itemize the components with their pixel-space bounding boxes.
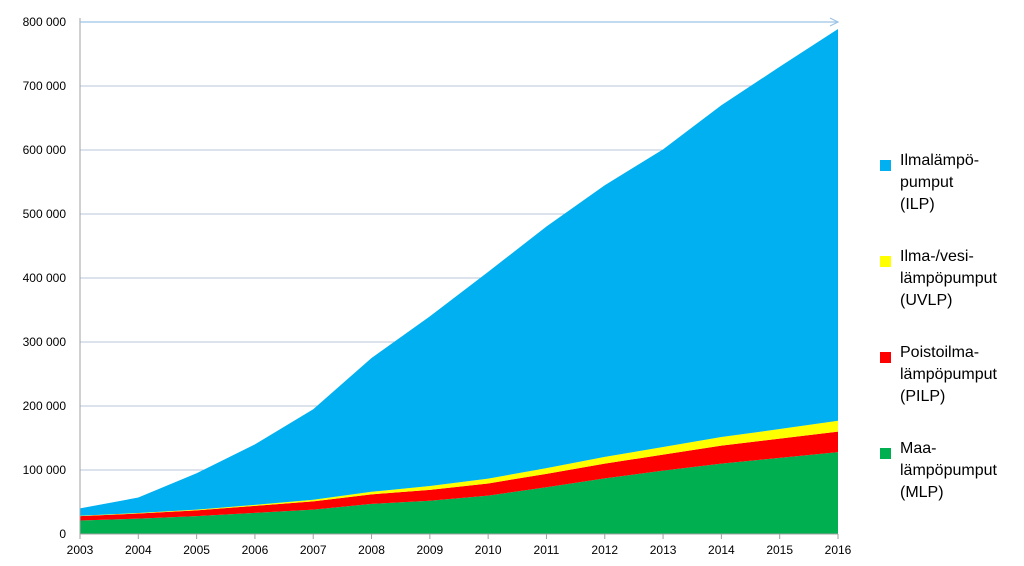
legend-swatch-mlp [880,448,891,459]
y-tick-label: 600 000 [23,143,67,157]
legend-item-mlp: Maa- lämpöpumput (MLP) [880,438,1020,534]
y-tick-label: 700 000 [23,79,67,93]
area-series-group [80,29,838,534]
y-tick-label: 200 000 [23,399,67,413]
y-tick-label: 300 000 [23,335,67,349]
legend-swatch-ilp [880,160,891,171]
x-tick-label: 2003 [67,543,94,557]
x-tick-label: 2005 [183,543,210,557]
y-tick-label: 500 000 [23,207,67,221]
legend-label-mlp: Maa- lämpöpumput (MLP) [900,440,997,501]
x-axis-tick-labels: 2003 2004 2005 2006 2007 2008 2009 2010 2011 2012… [67,543,852,557]
x-tick-label: 2008 [358,543,385,557]
x-tick-label: 2013 [650,543,677,557]
legend: Ilmalämpö- pumput (ILP) Ilma-/vesi- lämp… [880,150,1020,534]
axes [79,17,840,539]
y-tick-label: 100 000 [23,463,67,477]
area-series-0 [80,452,838,534]
x-tick-label: 2006 [242,543,269,557]
y-tick-label: 0 [59,527,66,541]
x-tick-label: 2015 [766,543,793,557]
legend-swatch-uvlp [880,256,891,267]
x-tick-label: 2004 [125,543,152,557]
legend-label-uvlp: Ilma-/vesi- lämpöpumput (UVLP) [900,248,997,309]
y-tick-label: 800 000 [23,15,67,29]
top-arrow-head [829,17,840,27]
legend-swatch-pilp [880,352,891,363]
x-tick-label: 2014 [708,543,735,557]
legend-label-ilp: Ilmalämpö- pumput (ILP) [900,152,980,213]
y-tick-label: 400 000 [23,271,67,285]
x-tick-label: 2009 [416,543,443,557]
area-series-3 [80,29,838,516]
x-tick-label: 2010 [475,543,502,557]
legend-item-pilp: Poistoilma- lämpöpumput (PILP) [880,342,1020,438]
legend-item-ilp: Ilmalämpö- pumput (ILP) [880,150,1020,246]
x-tick-label: 2011 [534,543,560,557]
x-tick-label: 2012 [591,543,618,557]
legend-item-uvlp: Ilma-/vesi- lämpöpumput (UVLP) [880,246,1020,342]
legend-label-pilp: Poistoilma- lämpöpumput (PILP) [900,344,997,405]
y-axis-tick-labels: 0 100 000 200 000 300 000 400 000 500 000 600 … [23,15,67,541]
x-tick-label: 2016 [825,543,852,557]
x-tick-label: 2007 [300,543,327,557]
